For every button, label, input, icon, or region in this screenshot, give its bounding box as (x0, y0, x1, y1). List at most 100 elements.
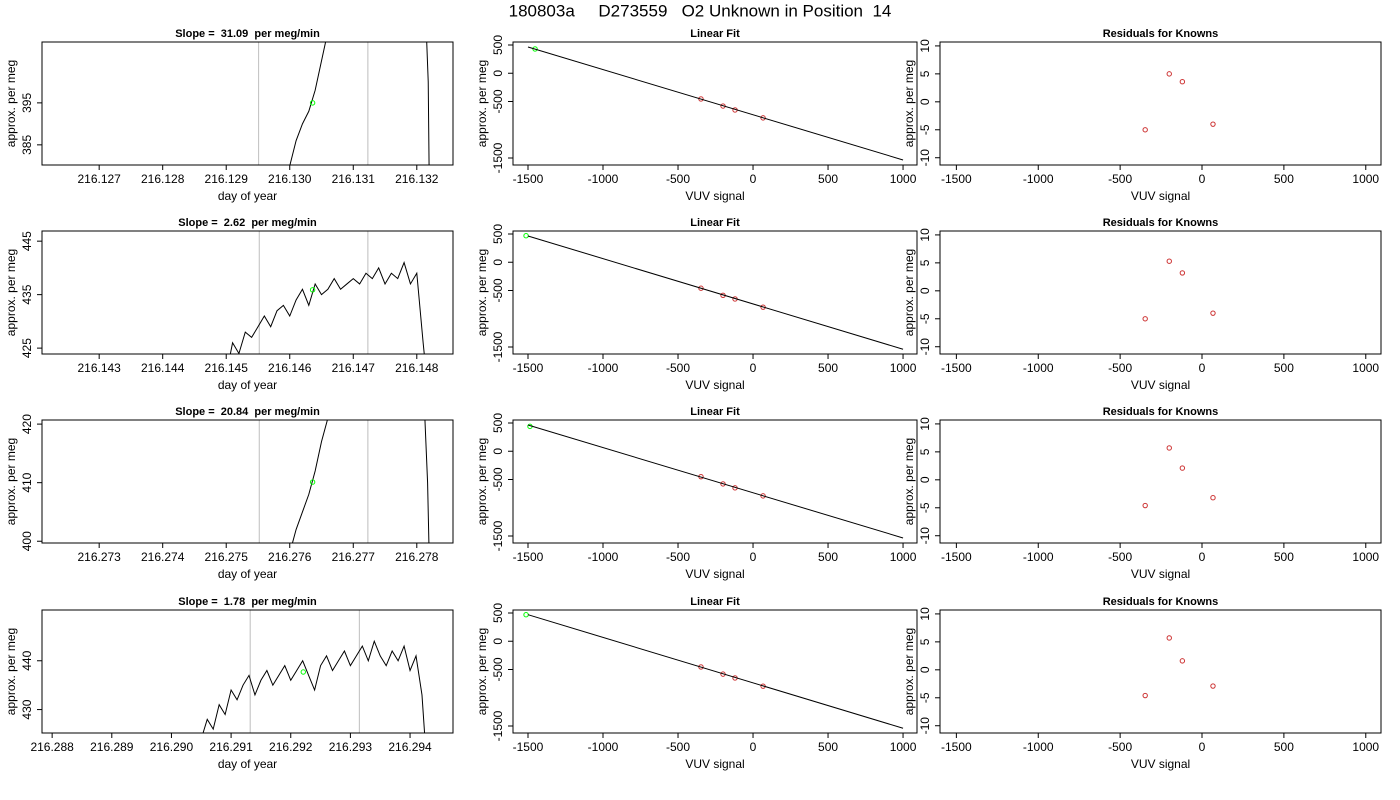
panel-title: Residuals for Knowns (1103, 596, 1219, 608)
y-tick-label: 445 (20, 231, 34, 251)
x-tick-label: 500 (1274, 172, 1294, 186)
panel: Slope = 2.62 per meg/min 216.143 216.144 21… (4, 217, 454, 392)
x-tick-label: -1500 (513, 550, 544, 564)
plot-frame (939, 41, 1382, 166)
x-tick-label: -1500 (941, 361, 972, 375)
x-tick-label: 216.148 (395, 361, 439, 375)
panel-title: Linear Fit (690, 28, 740, 40)
x-tick-label: -1000 (1023, 361, 1054, 375)
point (1179, 270, 1186, 276)
data-line (202, 639, 426, 733)
y-axis-label: approx. per meg (475, 628, 489, 715)
y-tick-label: 420 (20, 414, 34, 434)
y-tick-label: -1500 (491, 142, 505, 173)
panel-title: Residuals for Knowns (1103, 406, 1219, 418)
x-axis-label: VUV signal (1131, 757, 1190, 771)
x-axis-label: VUV signal (685, 567, 744, 581)
y-tick-label: 0 (918, 287, 932, 294)
y-axis-label: approx. per meg (902, 438, 916, 525)
y-tick-label: 500 (491, 35, 505, 55)
point (698, 285, 704, 291)
y-tick-label: 500 (491, 413, 505, 433)
y-tick-label: -5 (918, 692, 932, 703)
x-tick-label: 0 (1199, 361, 1206, 375)
plot-frame (512, 41, 918, 166)
x-tick-label: 500 (818, 740, 838, 754)
x-tick-label: -1000 (588, 740, 619, 754)
point (1179, 78, 1186, 85)
x-tick-label: -500 (1108, 172, 1132, 186)
x-tick-label: 1000 (890, 172, 917, 186)
panel: Residuals for Knowns -1500 -1000 -500 0 500 10… (902, 28, 1382, 203)
x-axis-label: day of year (218, 757, 277, 771)
y-tick-label: 5 (918, 259, 932, 266)
plot-area (523, 611, 904, 729)
fit-line (527, 614, 904, 729)
panel: Residuals for Knowns -1500 -1000 -500 0 500 10… (902, 217, 1382, 392)
fit-line (527, 235, 904, 350)
plot-frame (512, 230, 918, 355)
point (523, 611, 529, 618)
x-tick-label: 216.288 (30, 740, 74, 754)
y-tick-label: 10 (918, 417, 932, 431)
y-tick-label: 435 (20, 284, 34, 304)
point (1142, 316, 1148, 322)
y-axis-label: approx. per meg (902, 628, 916, 715)
y-tick-label: -10 (918, 338, 932, 356)
x-tick-label: 216.292 (269, 740, 313, 754)
plot-area (1142, 635, 1216, 699)
panel: Slope = 20.84 per meg/min 216.273 216.274 2… (4, 406, 454, 581)
y-axis-label: approx. per meg (475, 249, 489, 336)
y-tick-label: 0 (491, 448, 505, 455)
x-tick-label: -1500 (941, 172, 972, 186)
plot-area (1142, 71, 1216, 133)
panel: Slope = 31.09 per meg/min 216.127 216.128 2… (4, 28, 454, 203)
x-tick-label: 216.128 (141, 172, 185, 186)
x-tick-label: 0 (1199, 550, 1206, 564)
y-tick-label: 440 (20, 650, 34, 670)
x-tick-label: 500 (818, 172, 838, 186)
point (1166, 445, 1172, 451)
y-axis-label: approx. per meg (4, 438, 18, 525)
x-tick-label: -500 (666, 361, 690, 375)
panel-title: Slope = 1.78 per meg/min (178, 596, 317, 608)
panel-title: Slope = 2.62 per meg/min (178, 217, 317, 229)
x-tick-label: -500 (666, 740, 690, 754)
point (1166, 635, 1172, 641)
y-tick-label: 10 (918, 228, 932, 242)
y-axis-label: approx. per meg (475, 438, 489, 525)
plot-frame (41, 419, 454, 544)
plot-area (1142, 445, 1216, 509)
plot-area (527, 46, 904, 161)
x-tick-label: 0 (1199, 740, 1206, 754)
panel-title: Residuals for Knowns (1103, 217, 1219, 229)
x-tick-label: 216.146 (268, 361, 312, 375)
panel: Slope = 1.78 per meg/min 216.288 216.289 21… (4, 596, 454, 771)
x-axis-label: VUV signal (685, 189, 744, 203)
y-axis-label: approx. per meg (4, 60, 18, 147)
plot-area (258, 420, 430, 543)
x-tick-label: 216.143 (77, 361, 121, 375)
plot-area (1142, 258, 1216, 322)
marker-point (309, 287, 316, 293)
point (1142, 692, 1148, 699)
data-line (291, 420, 430, 543)
x-tick-label: 216.293 (329, 740, 373, 754)
plot-area (523, 232, 904, 350)
marker-point (309, 100, 316, 106)
x-tick-label: 1000 (890, 550, 917, 564)
plot-frame (939, 609, 1382, 734)
y-tick-label: 10 (918, 607, 932, 621)
x-tick-label: 1000 (1352, 172, 1379, 186)
x-axis-label: day of year (218, 189, 277, 203)
x-tick-label: 0 (750, 361, 757, 375)
plot-area (527, 423, 904, 539)
y-tick-label: -1500 (491, 710, 505, 741)
x-tick-label: 216.294 (388, 740, 432, 754)
y-tick-label: 410 (20, 472, 34, 492)
y-axis-label: approx. per meg (4, 249, 18, 336)
y-tick-label: 0 (491, 259, 505, 266)
point (1179, 465, 1186, 471)
y-tick-label: -5 (918, 124, 932, 135)
